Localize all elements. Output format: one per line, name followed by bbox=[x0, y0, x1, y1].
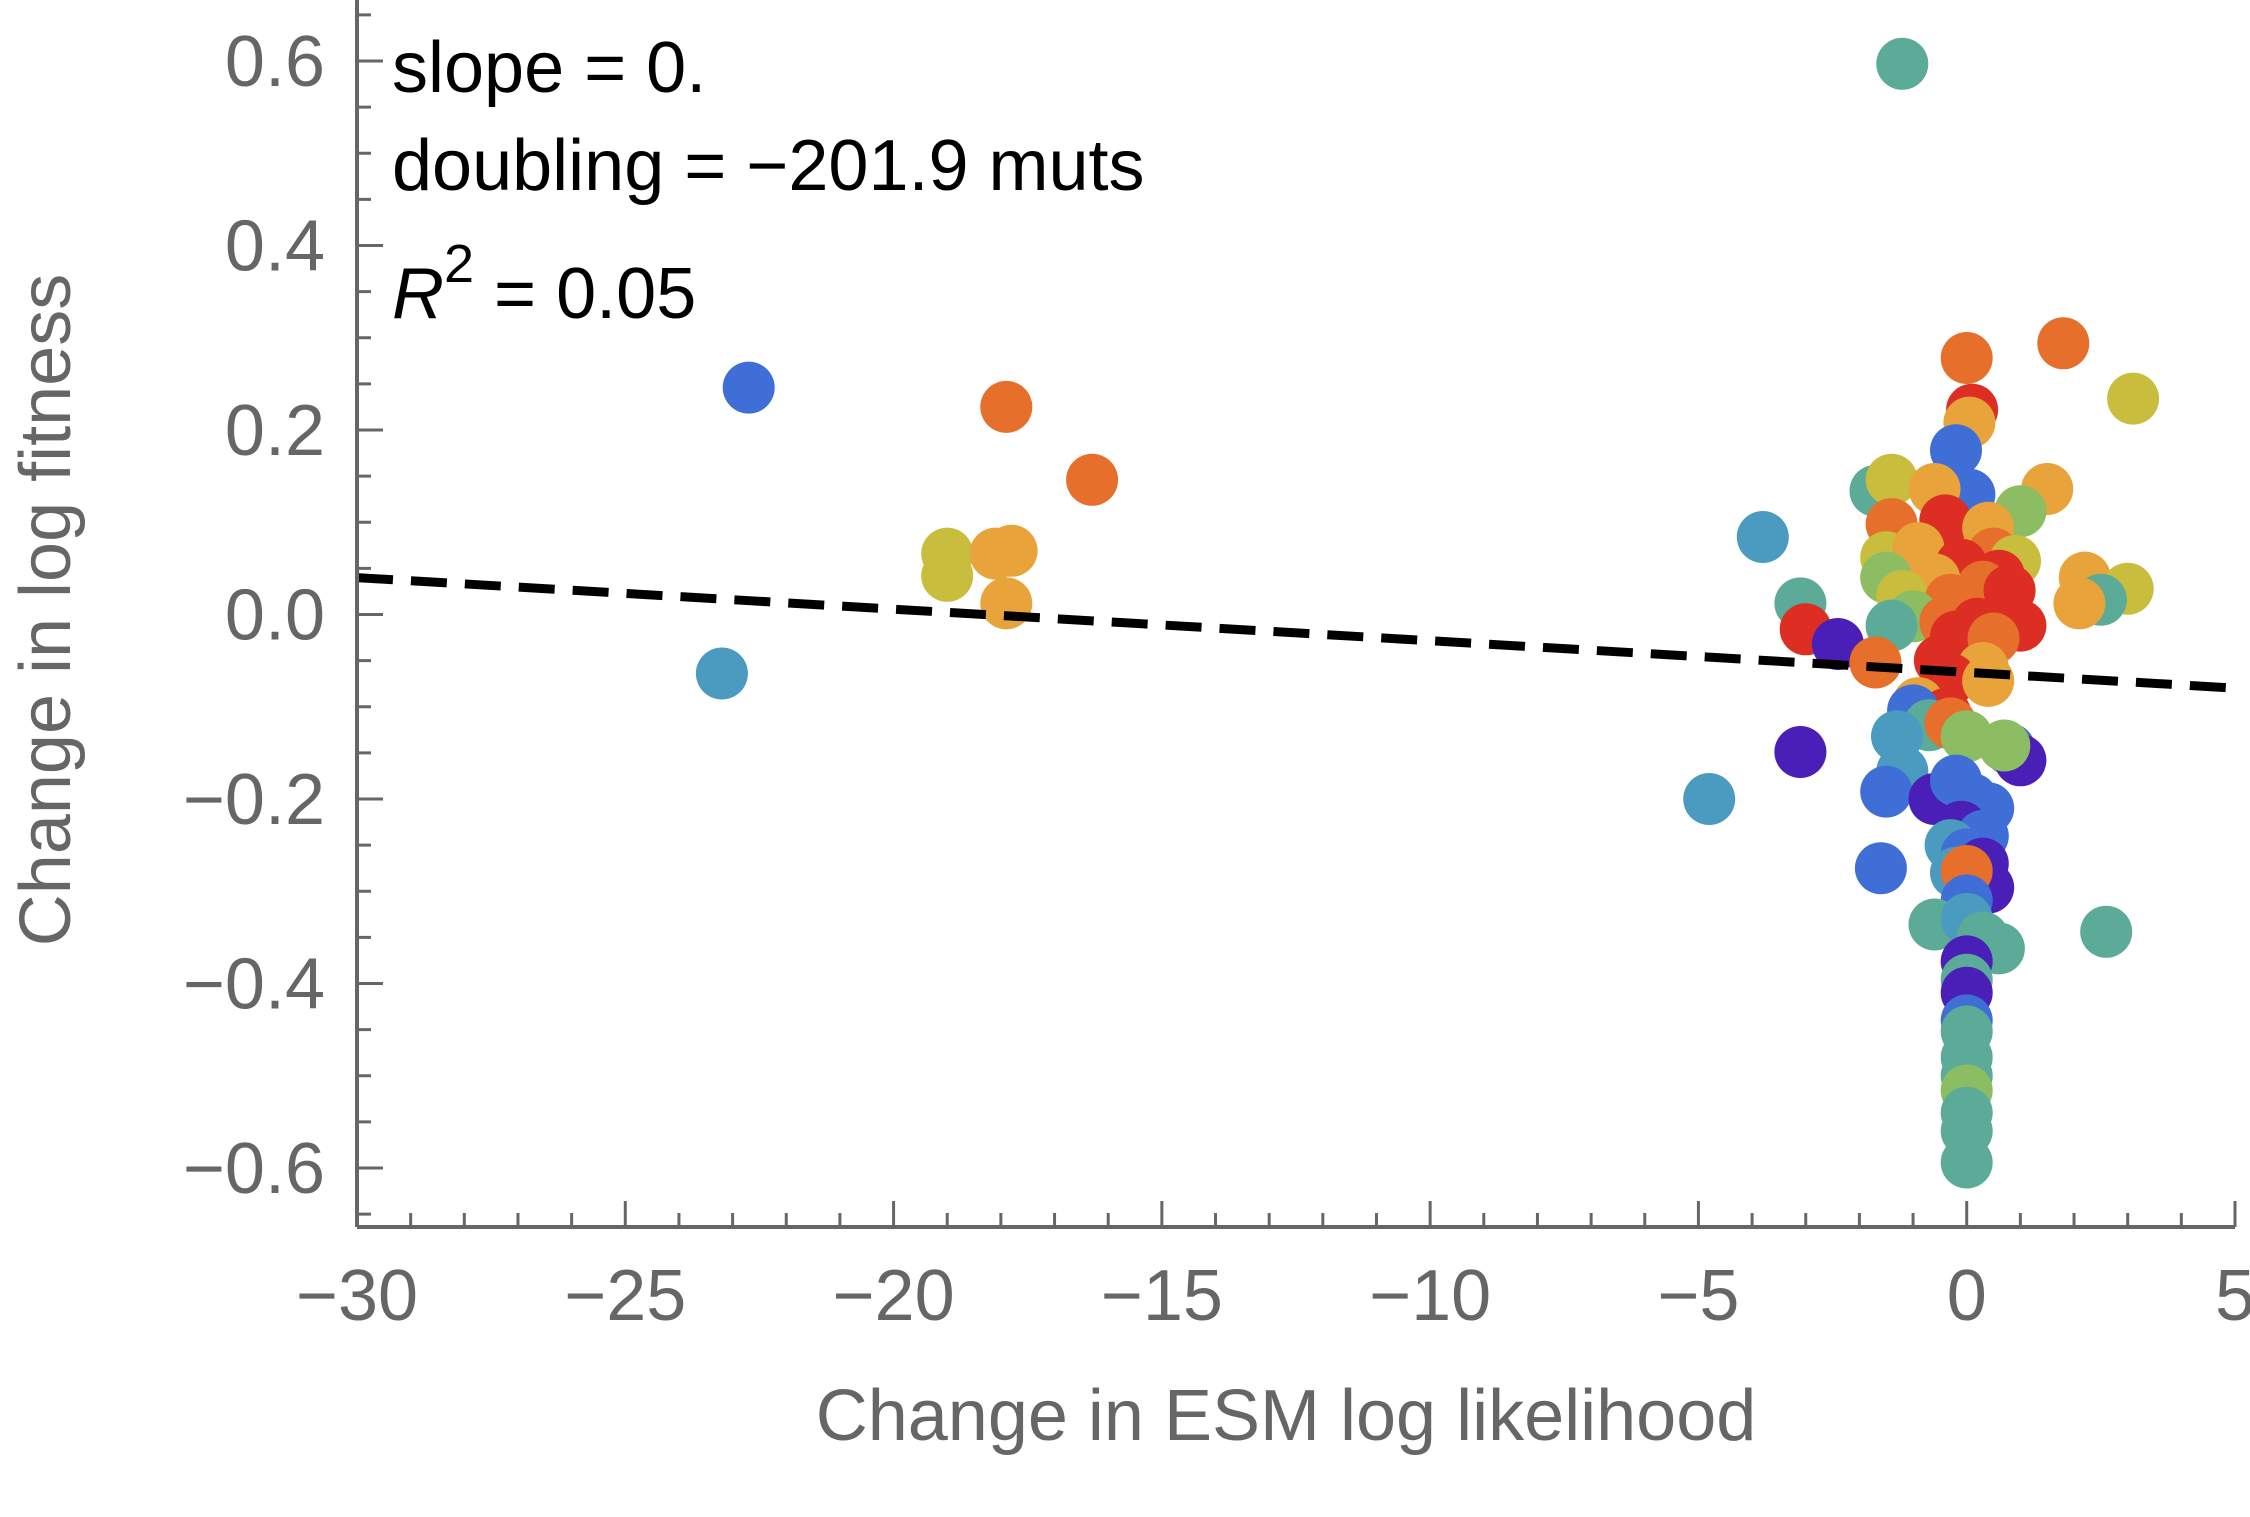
data-point bbox=[1940, 1136, 1993, 1189]
data-point bbox=[1978, 719, 2031, 772]
data-point bbox=[980, 577, 1033, 630]
x-tick-label: −15 bbox=[1101, 1256, 1223, 1336]
data-point bbox=[722, 361, 775, 414]
data-point bbox=[2053, 577, 2106, 630]
r2-value: = 0.05 bbox=[474, 254, 696, 334]
data-point bbox=[980, 380, 1033, 433]
x-tick-label: 0 bbox=[1947, 1256, 1987, 1336]
x-tick-label: −5 bbox=[1657, 1256, 1739, 1336]
x-tick-label: −25 bbox=[564, 1256, 686, 1336]
data-point bbox=[921, 549, 974, 602]
data-point bbox=[1962, 654, 2015, 707]
x-tick-label: −30 bbox=[296, 1256, 418, 1336]
slope-annotation: slope = 0. bbox=[392, 28, 706, 108]
data-point bbox=[2080, 905, 2133, 958]
regression-fit-line bbox=[356, 573, 2239, 693]
y-axis-title: Change in log fitness bbox=[6, 274, 86, 946]
y-tick-label: 0.0 bbox=[225, 576, 325, 656]
r2-exponent: 2 bbox=[444, 234, 474, 294]
data-point bbox=[2107, 372, 2160, 425]
r2-symbol: R bbox=[392, 254, 444, 334]
data-point bbox=[1774, 726, 1827, 778]
data-point bbox=[1066, 453, 1119, 506]
data-points bbox=[695, 37, 2160, 1189]
y-tick-label: −0.6 bbox=[183, 1129, 325, 1209]
data-point bbox=[985, 524, 1038, 577]
data-point bbox=[1940, 332, 1993, 384]
y-tick-label: 0.6 bbox=[225, 22, 325, 102]
data-point bbox=[695, 647, 748, 700]
x-tick-label: 5 bbox=[2215, 1256, 2250, 1336]
data-point bbox=[1930, 424, 1982, 477]
r2-annotation: R2 = 0.05 bbox=[392, 234, 696, 334]
data-point bbox=[1876, 37, 1929, 90]
doubling-annotation: doubling = −201.9 muts bbox=[392, 126, 1145, 206]
x-axis-title: Change in ESM log likelihood bbox=[816, 1376, 1757, 1456]
x-tick-label: −10 bbox=[1369, 1256, 1491, 1336]
y-tick-label: −0.4 bbox=[183, 945, 325, 1025]
data-point bbox=[1860, 765, 1913, 818]
axes: −30 −25 −20 −15 −10 −5 0 5 0.6 0.4 0.2 0.0 −0.2 −0.4 −… bbox=[183, 0, 2250, 1336]
y-tick-label: −0.2 bbox=[183, 760, 325, 840]
data-point bbox=[1736, 511, 1789, 563]
x-tick-label: −20 bbox=[833, 1256, 955, 1336]
y-tick-label: 0.4 bbox=[225, 207, 325, 287]
data-point bbox=[1683, 773, 1736, 825]
data-point bbox=[1865, 453, 1918, 506]
y-tick-label: 0.2 bbox=[225, 391, 325, 471]
data-point bbox=[1854, 842, 1907, 895]
data-point bbox=[2037, 317, 2090, 370]
